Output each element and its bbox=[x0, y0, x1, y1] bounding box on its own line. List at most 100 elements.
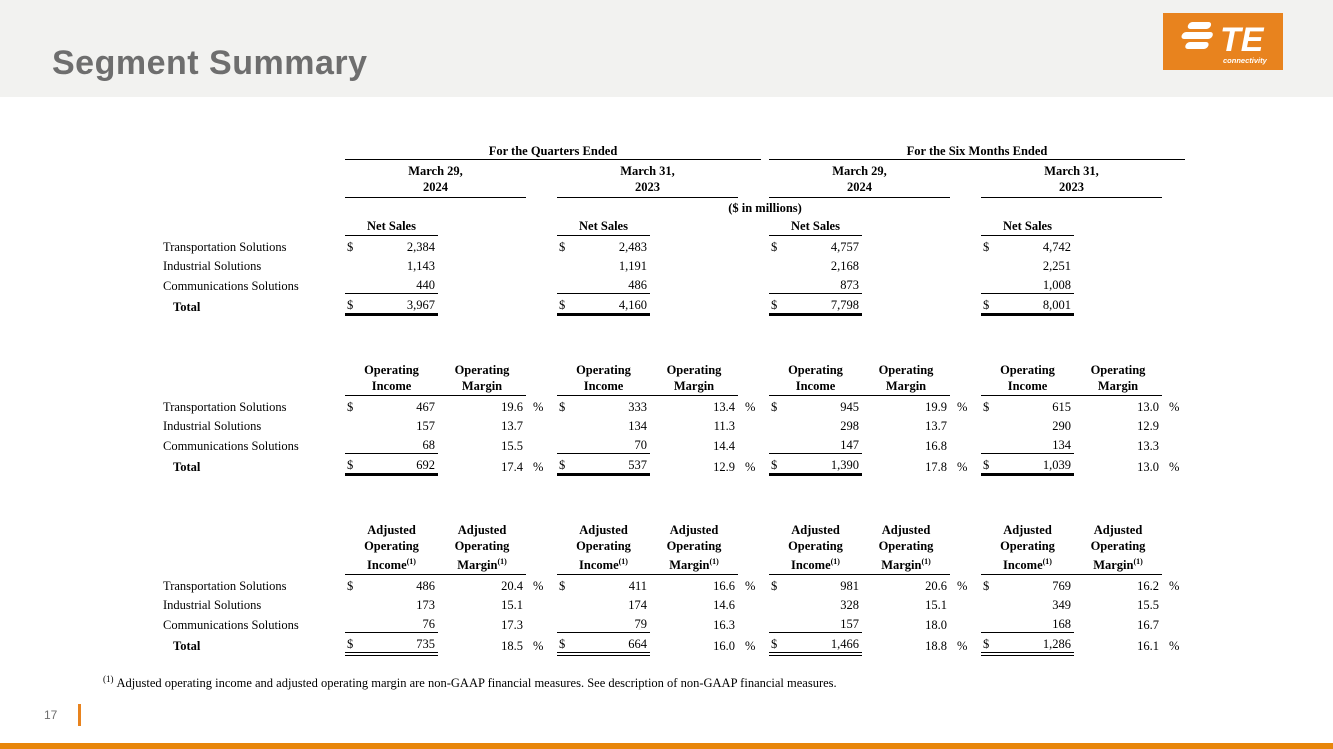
adjusted-operating-income-table: Adjusted Operating Income(1) Adjusted Opera… bbox=[163, 520, 1185, 657]
cell-currency: $ bbox=[769, 293, 789, 316]
cell-currency: $ bbox=[769, 632, 789, 657]
cell-value: 349 bbox=[1052, 598, 1071, 613]
cell-currency: $ bbox=[345, 453, 365, 476]
cell-margin: 13.0 bbox=[1137, 400, 1159, 414]
cell-value: 168 bbox=[1001, 613, 1074, 634]
cell-currency: $ bbox=[347, 240, 354, 254]
cell-currency: $ bbox=[771, 579, 778, 594]
cell-value: 467 bbox=[416, 400, 435, 414]
cell-margin: 13.4 bbox=[713, 400, 735, 414]
table-row: Transportation Solutions $467 19.6% $333 1… bbox=[163, 396, 1185, 416]
cell-value: 769 bbox=[1052, 579, 1071, 594]
footnote: (1) Adjusted operating income and adjuste… bbox=[103, 674, 837, 691]
cell-value: 1,466 bbox=[789, 632, 862, 657]
cell-margin: 11.3 bbox=[713, 419, 735, 433]
period-header: March 31, 2023 bbox=[557, 159, 738, 198]
cell-value: 8,001 bbox=[1001, 293, 1074, 316]
group-header-row: For the Quarters Ended For the Six Month… bbox=[163, 140, 1185, 160]
cell-value: 157 bbox=[789, 613, 862, 634]
units-row: ($ in millions) bbox=[163, 197, 1185, 216]
net-sales-table: For the Quarters Ended For the Six Month… bbox=[163, 140, 1185, 316]
net-sales-header: Net Sales bbox=[769, 216, 862, 236]
row-label: Total bbox=[173, 459, 201, 474]
cell-margin: 16.8 bbox=[925, 438, 947, 453]
cell-value: 486 bbox=[416, 579, 435, 594]
adjusted-operating-income-header: Adjusted Operating Income(1) bbox=[345, 520, 438, 576]
te-logo-graphic: TE connectivity bbox=[1181, 21, 1268, 65]
cell-currency: $ bbox=[557, 632, 577, 657]
cell-percent: % bbox=[533, 639, 544, 654]
cell-margin: 16.6 bbox=[713, 579, 735, 594]
cell-currency: $ bbox=[559, 240, 566, 254]
cell-margin: 20.4 bbox=[501, 579, 523, 594]
row-label: Total bbox=[173, 299, 201, 314]
cell-percent: % bbox=[533, 459, 544, 474]
cell-value: 1,191 bbox=[618, 259, 647, 273]
cell-margin: 13.7 bbox=[501, 419, 523, 433]
cell-percent: % bbox=[957, 459, 968, 474]
adjusted-operating-margin-header: Adjusted Operating Margin(1) bbox=[862, 520, 950, 576]
cell-value: 4,742 bbox=[1042, 240, 1071, 254]
cell-currency: $ bbox=[981, 293, 1001, 316]
title-band bbox=[0, 0, 1333, 97]
table-row: Industrial Solutions 1,143 1,191 2,168 2… bbox=[163, 255, 1185, 274]
te-logo: TE connectivity bbox=[1163, 13, 1283, 70]
column-header-row: Operating Income Operating Margin Operatin… bbox=[163, 360, 1185, 396]
cell-currency: $ bbox=[983, 400, 990, 414]
cell-value: 873 bbox=[789, 274, 862, 294]
cell-value: 2,384 bbox=[406, 240, 435, 254]
te-logo-bars bbox=[1181, 22, 1213, 49]
cell-percent: % bbox=[957, 400, 968, 414]
cell-margin: 19.9 bbox=[925, 400, 947, 414]
cell-value: 2,168 bbox=[830, 259, 859, 273]
cell-percent: % bbox=[745, 459, 756, 474]
page-number: 17 bbox=[44, 708, 58, 722]
cell-margin: 17.3 bbox=[501, 617, 523, 632]
adjusted-operating-income-header: Adjusted Operating Income(1) bbox=[557, 520, 650, 576]
segment-summary-tables: For the Quarters Ended For the Six Month… bbox=[163, 140, 1185, 657]
footnote-ref: (1) bbox=[709, 557, 719, 566]
cell-margin: 16.3 bbox=[713, 617, 735, 632]
cell-margin: 14.6 bbox=[713, 598, 735, 613]
adjusted-operating-income-header: Adjusted Operating Income(1) bbox=[981, 520, 1074, 576]
cell-currency: $ bbox=[769, 453, 789, 476]
table-row: Industrial Solutions 157 13.7 134 11.3 298… bbox=[163, 415, 1185, 434]
page-title: Segment Summary bbox=[52, 44, 368, 82]
cell-value: 134 bbox=[628, 419, 647, 433]
operating-margin-header: Operating Margin bbox=[650, 360, 738, 396]
row-label: Total bbox=[173, 639, 201, 654]
footnote-ref: (1) bbox=[497, 557, 507, 566]
page-number-block: 17 bbox=[44, 704, 81, 726]
cell-value: 174 bbox=[628, 598, 647, 613]
table-row-total: Total $735 18.5% $664 16.0% $1,466 18.8% $1… bbox=[163, 632, 1185, 657]
cell-percent: % bbox=[745, 400, 756, 414]
cell-value: 4,160 bbox=[577, 293, 650, 316]
cell-value: 440 bbox=[365, 274, 438, 294]
cell-percent: % bbox=[533, 579, 544, 594]
row-label: Transportation Solutions bbox=[163, 240, 287, 254]
cell-margin: 19.6 bbox=[501, 400, 523, 414]
cell-value: 134 bbox=[1001, 434, 1074, 454]
footnote-ref: (1) bbox=[406, 557, 416, 566]
group-header-quarters: For the Quarters Ended bbox=[345, 140, 761, 160]
cell-margin: 16.2 bbox=[1137, 579, 1159, 594]
cell-value: 615 bbox=[1052, 400, 1071, 414]
cell-margin: 17.4 bbox=[501, 459, 523, 474]
cell-margin: 15.5 bbox=[1137, 598, 1159, 613]
cell-percent: % bbox=[1169, 459, 1180, 474]
logo-tagline-text: connectivity bbox=[1223, 56, 1268, 65]
row-label: Communications Solutions bbox=[163, 438, 299, 453]
cell-value: 3,967 bbox=[365, 293, 438, 316]
cell-value: 2,483 bbox=[618, 240, 647, 254]
cell-percent: % bbox=[745, 639, 756, 654]
cell-percent: % bbox=[745, 579, 756, 594]
cell-value: 1,039 bbox=[1001, 453, 1074, 476]
cell-currency: $ bbox=[557, 453, 577, 476]
table-row: Transportation Solutions $2,384 $2,483 $… bbox=[163, 236, 1185, 256]
cell-value: 1,143 bbox=[406, 259, 435, 273]
cell-currency: $ bbox=[347, 400, 354, 414]
cell-currency: $ bbox=[557, 293, 577, 316]
cell-value: 147 bbox=[789, 434, 862, 454]
cell-percent: % bbox=[1169, 400, 1180, 414]
cell-margin: 20.6 bbox=[925, 579, 947, 594]
